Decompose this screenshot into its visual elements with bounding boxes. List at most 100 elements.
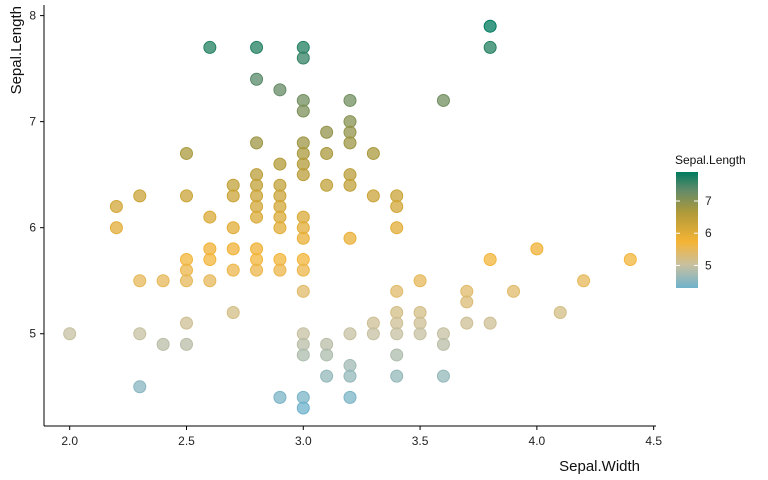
x-tick-label: 4.5 bbox=[645, 434, 662, 448]
data-point bbox=[577, 274, 591, 288]
y-tick-label: 7 bbox=[29, 115, 36, 129]
x-ticks: 2.0 2.5 3.0 3.5 4.0 4.5 bbox=[61, 426, 662, 448]
y-tick-label: 6 bbox=[29, 221, 36, 235]
data-point bbox=[413, 327, 427, 341]
data-point bbox=[203, 274, 217, 288]
data-point bbox=[273, 221, 287, 235]
data-point bbox=[343, 327, 357, 341]
data-point bbox=[203, 210, 217, 224]
data-point bbox=[226, 221, 240, 235]
x-tick-label: 2.0 bbox=[61, 434, 78, 448]
data-point bbox=[483, 316, 497, 330]
data-point bbox=[390, 327, 404, 341]
data-point bbox=[460, 316, 474, 330]
color-legend: Sepal.Length 5 6 7 bbox=[675, 153, 746, 288]
data-point bbox=[250, 72, 264, 86]
data-point bbox=[483, 40, 497, 54]
data-point bbox=[343, 93, 357, 107]
x-tick-label: 4.0 bbox=[529, 434, 546, 448]
data-point bbox=[343, 178, 357, 192]
data-point bbox=[133, 380, 147, 394]
data-point bbox=[63, 327, 77, 341]
data-point bbox=[226, 263, 240, 277]
legend-ticks: 5 6 7 bbox=[676, 194, 712, 272]
data-point bbox=[133, 327, 147, 341]
data-point bbox=[343, 231, 357, 245]
data-point bbox=[366, 189, 380, 203]
data-point bbox=[343, 390, 357, 404]
data-point bbox=[296, 168, 310, 182]
data-point bbox=[553, 306, 567, 320]
data-point bbox=[296, 284, 310, 298]
data-point bbox=[320, 178, 334, 192]
data-point bbox=[413, 274, 427, 288]
data-point bbox=[226, 306, 240, 320]
data-point bbox=[390, 199, 404, 213]
data-point bbox=[320, 146, 334, 160]
data-point bbox=[250, 136, 264, 150]
data-point bbox=[273, 157, 287, 171]
data-point bbox=[483, 19, 497, 33]
data-point bbox=[296, 104, 310, 118]
legend-title: Sepal.Length bbox=[675, 153, 746, 167]
x-tick-label: 3.0 bbox=[295, 434, 312, 448]
data-point bbox=[483, 253, 497, 267]
data-point bbox=[179, 316, 193, 330]
data-point bbox=[436, 369, 450, 383]
data-point bbox=[273, 83, 287, 97]
points-layer bbox=[63, 19, 637, 415]
data-point bbox=[179, 189, 193, 203]
data-point bbox=[390, 284, 404, 298]
y-ticks: 5 6 7 8 bbox=[29, 9, 44, 341]
data-point bbox=[530, 242, 544, 256]
x-tick-label: 3.5 bbox=[412, 434, 429, 448]
data-point bbox=[133, 189, 147, 203]
data-point bbox=[203, 253, 217, 267]
data-point bbox=[109, 221, 123, 235]
legend-colorbar bbox=[676, 172, 698, 288]
data-point bbox=[390, 369, 404, 383]
data-point bbox=[390, 348, 404, 362]
data-point bbox=[109, 199, 123, 213]
data-point bbox=[296, 51, 310, 65]
data-point bbox=[156, 274, 170, 288]
data-point bbox=[320, 125, 334, 139]
data-point bbox=[203, 40, 217, 54]
data-point bbox=[390, 221, 404, 235]
x-axis-title: Sepal.Width bbox=[559, 458, 640, 475]
data-point bbox=[250, 210, 264, 224]
data-point bbox=[320, 369, 334, 383]
data-point bbox=[133, 274, 147, 288]
data-point bbox=[273, 263, 287, 277]
data-point bbox=[156, 337, 170, 351]
data-point bbox=[226, 242, 240, 256]
data-point bbox=[436, 93, 450, 107]
data-point bbox=[320, 348, 334, 362]
data-point bbox=[226, 189, 240, 203]
data-point bbox=[436, 337, 450, 351]
x-tick-label: 2.5 bbox=[178, 434, 195, 448]
data-point bbox=[366, 146, 380, 160]
data-point bbox=[250, 40, 264, 54]
y-axis-title: Sepal.Length bbox=[8, 6, 25, 94]
data-point bbox=[296, 401, 310, 415]
data-point bbox=[460, 295, 474, 309]
legend-tick-label: 6 bbox=[705, 226, 712, 240]
y-tick-label: 8 bbox=[29, 9, 36, 23]
data-point bbox=[273, 390, 287, 404]
data-point bbox=[179, 146, 193, 160]
legend-tick-label: 5 bbox=[705, 258, 712, 272]
data-point bbox=[250, 263, 264, 277]
data-point bbox=[507, 284, 521, 298]
data-point bbox=[343, 369, 357, 383]
legend-tick-label: 7 bbox=[705, 194, 712, 208]
data-point bbox=[296, 348, 310, 362]
data-point bbox=[623, 253, 637, 267]
data-point bbox=[179, 274, 193, 288]
data-point bbox=[296, 263, 310, 277]
data-point bbox=[179, 337, 193, 351]
y-tick-label: 5 bbox=[29, 327, 36, 341]
data-point bbox=[366, 327, 380, 341]
data-point bbox=[296, 231, 310, 245]
